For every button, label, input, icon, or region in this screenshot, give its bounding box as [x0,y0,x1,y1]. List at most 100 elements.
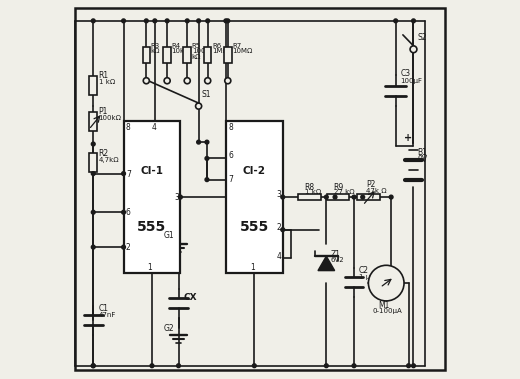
Bar [226,121,283,273]
Circle shape [92,172,95,175]
Text: S2: S2 [417,33,427,42]
Circle shape [92,364,95,368]
Text: 2: 2 [277,224,281,232]
Circle shape [205,157,209,160]
Text: R6: R6 [212,43,222,49]
Circle shape [177,364,180,368]
Text: B1: B1 [417,149,427,157]
Text: kΩ: kΩ [192,54,201,60]
Circle shape [150,364,154,368]
Bar [204,47,212,63]
Circle shape [394,19,398,23]
Text: C2: C2 [359,266,369,275]
Text: R2: R2 [99,149,109,158]
Text: 100: 100 [192,49,205,55]
Text: C3: C3 [400,69,410,78]
Text: G1: G1 [164,231,175,240]
Circle shape [410,46,417,53]
Circle shape [324,195,328,199]
Circle shape [153,19,157,23]
Text: M1: M1 [378,301,389,310]
Text: S1: S1 [202,90,211,99]
Circle shape [252,364,256,368]
Text: CI-2: CI-2 [243,166,266,176]
Circle shape [197,19,201,23]
Circle shape [92,210,95,214]
Text: 1MΩ: 1MΩ [212,49,228,55]
Text: R8: R8 [305,183,315,191]
Circle shape [324,364,328,368]
Bar [142,47,150,63]
Text: 1 μF: 1 μF [359,274,374,280]
Circle shape [352,195,356,199]
Circle shape [122,210,125,214]
Circle shape [281,228,284,232]
Text: 3: 3 [174,193,179,202]
Text: 47k Ω: 47k Ω [366,188,387,194]
Text: 8: 8 [228,123,233,132]
Bar [357,194,380,200]
Bar [298,194,321,200]
Text: 4: 4 [152,123,157,132]
Text: 1: 1 [148,263,152,272]
Circle shape [178,195,183,199]
Text: C1: C1 [99,304,109,313]
Text: 555: 555 [240,221,269,234]
Text: 100kΩ: 100kΩ [99,115,122,121]
Circle shape [226,19,230,23]
Text: P1: P1 [99,108,108,116]
Circle shape [122,172,125,175]
Text: R7: R7 [232,43,242,49]
Text: 47nF: 47nF [99,312,116,318]
Text: CX: CX [184,293,197,302]
Text: R9: R9 [333,183,344,191]
Text: CI-1: CI-1 [140,166,163,176]
Text: R5: R5 [192,43,201,49]
Circle shape [205,140,209,144]
Text: 7: 7 [228,175,233,184]
Text: 7: 7 [126,171,131,179]
Bar [89,76,97,95]
Circle shape [281,195,284,199]
Text: 6V2: 6V2 [331,257,344,263]
Bar [184,47,191,63]
Text: 100μF: 100μF [400,78,422,84]
Bar [124,121,180,273]
Circle shape [205,178,209,182]
Text: kΩ: kΩ [151,49,160,55]
Circle shape [352,364,356,368]
Circle shape [206,19,210,23]
Text: 4: 4 [277,252,281,261]
Bar [224,47,231,63]
Circle shape [92,142,95,146]
Circle shape [196,103,202,109]
Circle shape [185,19,189,23]
Circle shape [412,364,415,368]
Circle shape [224,19,228,23]
Circle shape [389,195,393,199]
Circle shape [368,265,404,301]
Text: 10kΩ: 10kΩ [172,49,190,55]
Text: P2: P2 [366,180,375,189]
Circle shape [144,78,149,84]
Circle shape [407,364,410,368]
Circle shape [122,19,125,23]
Text: 2: 2 [126,243,131,252]
Text: R3: R3 [151,43,160,49]
Circle shape [165,19,169,23]
Circle shape [164,78,170,84]
Text: 1 kΩ: 1 kΩ [305,190,321,196]
Text: 6: 6 [228,151,233,160]
Circle shape [205,78,211,84]
Circle shape [92,19,95,23]
Circle shape [412,19,415,23]
Text: R4: R4 [172,43,181,49]
Text: Z1: Z1 [331,250,341,258]
Polygon shape [318,256,335,271]
Text: 10MΩ: 10MΩ [232,49,253,55]
Text: R1: R1 [99,72,109,80]
Circle shape [333,195,337,199]
Circle shape [184,78,190,84]
Text: 9V: 9V [417,155,427,164]
Text: 27 kΩ: 27 kΩ [333,190,354,196]
